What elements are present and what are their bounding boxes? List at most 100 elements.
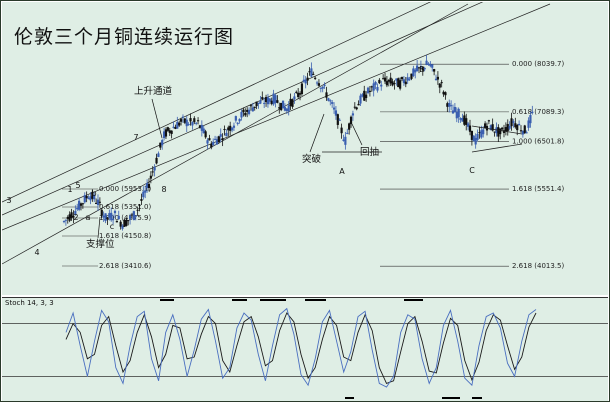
candle-body xyxy=(127,220,130,222)
trend-line xyxy=(471,143,523,153)
candle-body xyxy=(519,130,523,132)
candle-body xyxy=(249,105,253,107)
candle-body xyxy=(442,91,445,95)
support-label: 支撑位 xyxy=(86,238,115,250)
candle-body xyxy=(244,112,247,116)
candle-body xyxy=(138,204,141,206)
wave-label-a: a xyxy=(86,213,91,222)
wave-label-4: 4 xyxy=(34,248,39,257)
candle-body xyxy=(395,78,398,81)
candle-body xyxy=(76,207,79,210)
arrow-line xyxy=(97,216,101,239)
candle-body xyxy=(221,138,224,141)
price-panel: 0.000 (8039.7) 0.618 (7089.3) 1.000 (6501.… xyxy=(2,2,608,295)
candle-body xyxy=(391,81,394,86)
candle-body xyxy=(417,67,421,69)
candle-body xyxy=(106,217,109,219)
breakout-label: 突破 xyxy=(302,153,322,165)
candle-body xyxy=(431,64,434,68)
candle-body xyxy=(450,105,453,107)
candle-body xyxy=(196,120,200,122)
candle-body xyxy=(491,124,494,131)
candle-body xyxy=(408,79,411,81)
candle-body xyxy=(81,203,84,205)
candle-body xyxy=(429,64,432,67)
candle-body xyxy=(512,121,515,123)
candle-body xyxy=(181,116,185,118)
candle-body xyxy=(183,118,186,123)
candle-body xyxy=(108,213,111,218)
candle-body xyxy=(487,120,490,122)
candle-body xyxy=(274,95,277,103)
candle-body xyxy=(382,78,385,80)
candle-body xyxy=(376,87,379,91)
candle-body xyxy=(436,76,440,80)
wave-label-B: B xyxy=(419,65,425,74)
wave-label-2: 2 xyxy=(73,213,78,222)
candle-body xyxy=(255,101,258,107)
channel-line xyxy=(2,2,484,216)
candle-body xyxy=(372,83,375,91)
candle-body xyxy=(338,119,341,121)
fib-right-label: 0.000 (8039.7) xyxy=(512,60,564,68)
candle-body xyxy=(261,97,264,99)
candle-body xyxy=(323,84,326,86)
wave-label-5: 5 xyxy=(75,181,80,190)
candle-body xyxy=(206,140,209,144)
candle-body xyxy=(121,225,124,229)
candle-body xyxy=(234,116,237,121)
candle-body xyxy=(355,107,358,110)
candle-body xyxy=(470,130,473,140)
candle-body xyxy=(378,79,381,84)
candle-body xyxy=(529,115,532,124)
candle-body xyxy=(240,111,243,118)
candle-body xyxy=(130,214,134,216)
candle-body xyxy=(157,153,160,157)
candle-body xyxy=(287,105,290,112)
candle-body xyxy=(493,131,496,133)
candle-body xyxy=(151,171,154,173)
candle-body xyxy=(227,127,230,131)
candle-body xyxy=(353,106,356,108)
candle-body xyxy=(217,136,220,143)
wave-label-C: C xyxy=(469,166,475,175)
candle-body xyxy=(455,111,458,119)
candle-body xyxy=(264,97,268,103)
candle-body xyxy=(423,67,426,70)
candle-body xyxy=(472,135,475,142)
candle-body xyxy=(128,215,132,219)
candle-body xyxy=(406,77,409,81)
fib-left-label: 0.618 (5351.0) xyxy=(99,203,151,211)
candle-body xyxy=(348,123,351,130)
candle-body xyxy=(204,131,207,138)
candle-body xyxy=(200,124,203,131)
candle-body xyxy=(346,132,349,134)
candle-body xyxy=(366,87,370,94)
candle-body xyxy=(474,137,477,145)
wave-label-7: 7 xyxy=(133,133,138,142)
candle-body xyxy=(189,118,192,122)
candle-body xyxy=(325,92,328,98)
fib-left-label: 1.000 (4575.9) xyxy=(99,214,151,222)
candle-body xyxy=(280,102,283,111)
price-chart: 0.000 (8039.7) 0.618 (7089.3) 1.000 (6501.… xyxy=(2,2,564,270)
candle-body xyxy=(210,144,213,148)
candle-body xyxy=(482,129,485,135)
candle-body xyxy=(297,92,300,98)
candle-body xyxy=(502,130,506,133)
candle-body xyxy=(232,125,236,128)
candle-body xyxy=(161,140,164,146)
candle-body xyxy=(518,123,521,126)
fib-right-label: 2.618 (4013.5) xyxy=(512,262,564,270)
candle-body xyxy=(440,82,443,84)
candle-body xyxy=(115,220,118,223)
fib-right-label: 0.618 (7089.3) xyxy=(512,108,564,116)
candle-body xyxy=(389,77,392,84)
candle-body xyxy=(66,216,69,219)
candle-body xyxy=(72,215,75,218)
candle-body xyxy=(467,123,470,127)
candle-body xyxy=(531,111,534,114)
candle-body xyxy=(321,86,324,89)
candle-body xyxy=(83,195,86,203)
candle-body xyxy=(404,81,407,85)
